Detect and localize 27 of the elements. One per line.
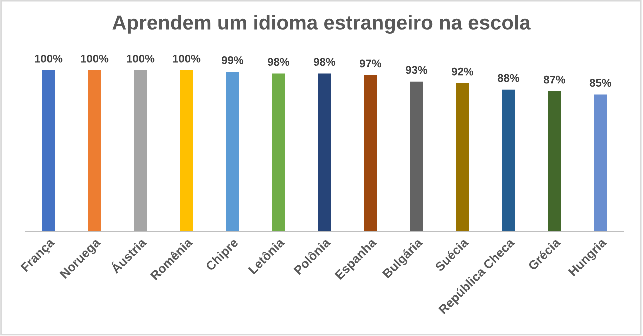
data-label: 100% [127,54,155,63]
bar [134,70,148,232]
bar [548,92,562,232]
data-label: 100% [173,54,201,63]
data-label: 98% [268,58,290,66]
data-label: 93% [406,66,428,74]
bar [364,75,378,232]
bar [226,72,240,232]
data-label: 97% [360,60,382,68]
data-label: 92% [452,68,474,76]
bar [180,70,194,232]
data-label: 85% [590,79,612,87]
bar [502,90,516,232]
chart-title: Aprendem um idioma estrangeiro na escola [112,15,531,34]
bar [42,70,56,232]
data-label: 100% [35,54,63,63]
data-label: 88% [498,74,520,82]
bar [456,83,470,232]
bar [318,74,332,232]
bar [410,82,424,232]
bar [272,74,286,232]
data-label: 100% [81,54,109,63]
data-label: 99% [222,56,244,64]
bar [88,70,102,232]
data-label: 87% [544,76,566,84]
data-label: 98% [314,58,336,66]
bar [594,94,608,232]
